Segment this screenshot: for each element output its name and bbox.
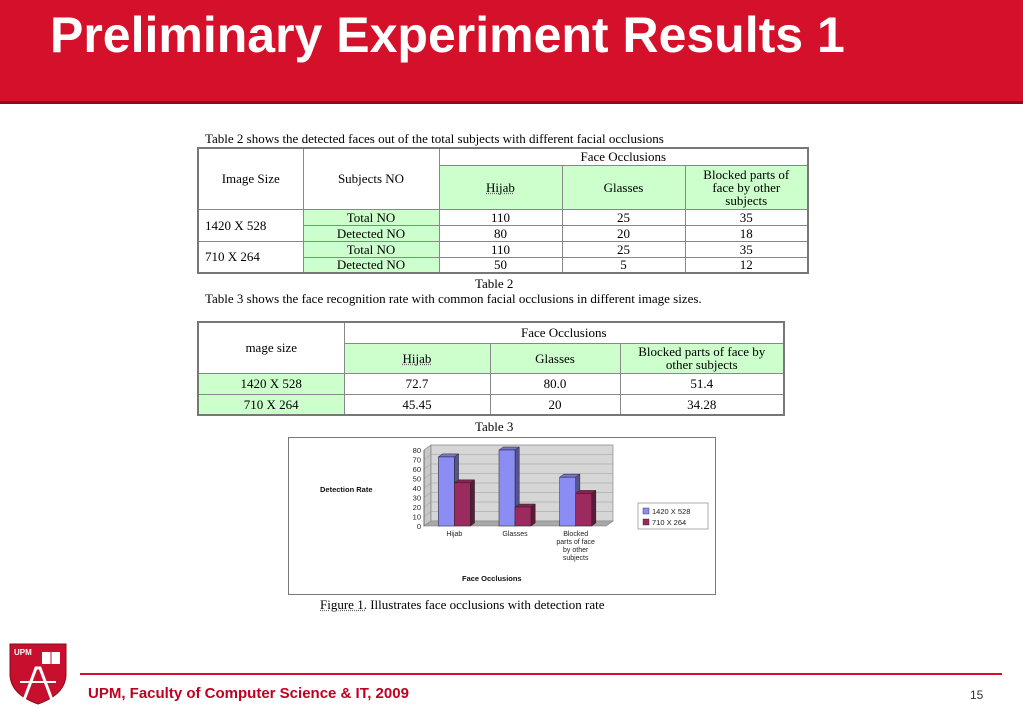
row-size: 710 X 264 (197, 240, 304, 274)
cell: 80 (438, 224, 563, 242)
row-size: 1420 X 528 (197, 372, 345, 395)
row-size: 710 X 264 (197, 393, 345, 416)
x-tick-label: parts of face (556, 539, 595, 546)
legend-swatch (642, 518, 650, 526)
x-tick-label: Glasses (502, 531, 528, 538)
cell: 51.4 (619, 372, 785, 395)
y-tick-label: 30 (413, 494, 421, 503)
header-glasses: Glasses (489, 342, 621, 374)
legend-box (637, 502, 709, 530)
page-number: 15 (970, 688, 984, 702)
gridline-side (423, 454, 432, 460)
x-tick-label: by other (563, 547, 589, 554)
table2-intro: Table 2 shows the detected faces out of … (205, 131, 664, 146)
cell: 20 (489, 393, 621, 416)
bar (514, 506, 532, 527)
y-tick-label: 80 (413, 446, 421, 455)
cell: 20 (561, 224, 686, 242)
y-tick-label: 40 (413, 484, 421, 493)
gridline-side (423, 492, 432, 498)
bar (454, 482, 471, 527)
y-tick-label: 10 (413, 513, 421, 522)
gridline-side (423, 482, 432, 489)
table3-intro: Table 3 shows the face recognition rate … (205, 291, 702, 306)
cell: 12 (684, 256, 809, 274)
header-subjects: Subjects NO (302, 147, 440, 210)
x-tick-label: subjects (563, 555, 589, 562)
figure-caption-text: Illustrates face occlusions with detecti… (366, 597, 605, 612)
figure-caption-label: Figure 1. (320, 597, 367, 612)
figure-caption: Figure 1. Illustrates face occlusions wi… (320, 597, 604, 613)
gridline-side (423, 473, 432, 479)
gridline-side (423, 520, 432, 527)
footer-text: UPM, Faculty of Computer Science & IT, 2… (88, 685, 409, 702)
y-tick-label: 70 (413, 456, 421, 465)
gridline-side (423, 463, 432, 470)
cell: 5 (561, 256, 686, 274)
cell-total-label: Total NO (302, 240, 440, 258)
title-bar: Preliminary Experiment Results 1 (0, 0, 1023, 104)
cell: 72.7 (343, 372, 491, 395)
bar (575, 493, 592, 527)
cell: 50 (438, 256, 563, 274)
header-face-occlusions: Face Occlusions (438, 147, 809, 166)
cell: 34.28 (619, 393, 785, 416)
y-axis-label: Detection Rate (320, 485, 373, 494)
legend-label: 710 X 264 (652, 518, 686, 527)
footer-divider (80, 673, 1002, 675)
x-axis-label: Face Occlusions (462, 574, 522, 583)
cell-total-label: Total NO (302, 208, 440, 226)
header-blocked: Blocked parts of face by other subjects (619, 342, 785, 374)
legend-label: 1420 X 528 (652, 507, 690, 516)
header-blocked: Blocked parts of face by other subjects (684, 164, 809, 210)
cell-detected-label: Detected NO (302, 224, 440, 242)
gridline-side (423, 444, 432, 451)
cell: 18 (684, 224, 809, 242)
header-hijab: Hijab (438, 164, 563, 210)
cell: 110 (438, 240, 563, 258)
gridline-side (423, 501, 432, 508)
table3-caption: Table 3 (475, 419, 514, 434)
cell: 25 (561, 240, 686, 258)
cell: 35 (684, 208, 809, 226)
y-tick-label: 0 (417, 522, 421, 531)
y-tick-label: 50 (413, 475, 421, 484)
cell: 35 (684, 240, 809, 258)
header-image-size: Image Size (197, 147, 304, 210)
bar (498, 449, 516, 527)
header-glasses: Glasses (561, 164, 686, 210)
cell: 80.0 (489, 372, 621, 395)
row-size: 1420 X 528 (197, 208, 304, 242)
header-hijab: Hijab (343, 342, 491, 374)
x-tick-label: Blocked (563, 531, 588, 538)
header-face-occlusions: Face Occlusions (343, 321, 785, 344)
bar (559, 476, 576, 527)
bar-side (591, 489, 597, 527)
cell-detected-label: Detected NO (302, 256, 440, 274)
y-tick-label: 60 (413, 465, 421, 474)
x-tick-label: Hijab (446, 531, 462, 538)
legend-swatch (642, 507, 650, 515)
header-image-size: mage size (197, 321, 345, 374)
cell: 45.45 (343, 393, 491, 416)
svg-text:UPM: UPM (14, 648, 32, 657)
slide-title: Preliminary Experiment Results 1 (50, 7, 845, 63)
bar-side (470, 479, 475, 527)
table2-caption: Table 2 (475, 276, 514, 291)
table3: mage size Face Occlusions Hijab Glasses … (197, 321, 785, 416)
gridline-side (423, 511, 432, 517)
y-tick-label: 20 (413, 503, 421, 512)
upm-logo-icon: UPM (9, 643, 67, 705)
table2: Image Size Subjects NO Face Occlusions H… (197, 147, 809, 274)
cell: 110 (438, 208, 563, 226)
bar (438, 456, 455, 527)
bar-side (530, 503, 536, 527)
cell: 25 (561, 208, 686, 226)
